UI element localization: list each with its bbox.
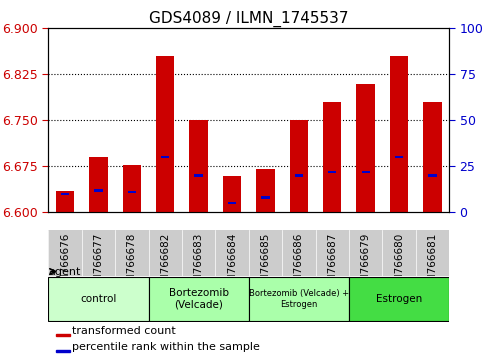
- Bar: [223, 176, 241, 212]
- Text: percentile rank within the sample: percentile rank within the sample: [72, 342, 260, 352]
- Bar: [48, 277, 149, 321]
- Bar: [61, 193, 69, 195]
- Bar: [128, 191, 136, 193]
- Bar: [349, 277, 449, 321]
- Bar: [390, 56, 408, 212]
- Bar: [195, 175, 203, 177]
- Bar: [149, 277, 249, 321]
- Text: control: control: [80, 294, 116, 304]
- Text: GSM766683: GSM766683: [194, 233, 204, 296]
- Bar: [362, 171, 370, 173]
- Text: GSM766687: GSM766687: [327, 233, 337, 296]
- Text: agent: agent: [48, 267, 81, 276]
- Text: GSM766676: GSM766676: [60, 233, 70, 296]
- Bar: [428, 175, 437, 177]
- Bar: [290, 120, 308, 212]
- Bar: [328, 171, 336, 173]
- Bar: [189, 120, 208, 212]
- Text: GSM766681: GSM766681: [427, 233, 438, 296]
- Text: GSM766685: GSM766685: [260, 233, 270, 296]
- Bar: [295, 175, 303, 177]
- Text: GSM766684: GSM766684: [227, 233, 237, 296]
- Bar: [323, 102, 341, 212]
- Bar: [228, 202, 236, 204]
- Text: transformed count: transformed count: [72, 326, 176, 336]
- Bar: [256, 170, 275, 212]
- Bar: [161, 156, 170, 158]
- Text: Estrogen: Estrogen: [376, 294, 422, 304]
- Bar: [94, 189, 102, 192]
- Bar: [156, 56, 174, 212]
- Text: GSM766686: GSM766686: [294, 233, 304, 296]
- Title: GDS4089 / ILMN_1745537: GDS4089 / ILMN_1745537: [149, 11, 349, 27]
- Bar: [89, 157, 108, 212]
- Text: GSM766682: GSM766682: [160, 233, 170, 296]
- Text: GSM766677: GSM766677: [93, 233, 103, 296]
- Bar: [395, 156, 403, 158]
- Bar: [56, 191, 74, 212]
- Bar: [57, 350, 71, 353]
- Bar: [57, 334, 71, 336]
- Text: GSM766680: GSM766680: [394, 233, 404, 296]
- Bar: [356, 84, 375, 212]
- Text: GSM766679: GSM766679: [361, 233, 370, 296]
- Bar: [123, 165, 141, 212]
- Bar: [249, 277, 349, 321]
- Text: Bortezomib (Velcade) +
Estrogen: Bortezomib (Velcade) + Estrogen: [249, 290, 349, 309]
- Text: GSM766678: GSM766678: [127, 233, 137, 296]
- Bar: [261, 196, 270, 199]
- Bar: [423, 102, 441, 212]
- Text: Bortezomib
(Velcade): Bortezomib (Velcade): [169, 288, 228, 310]
